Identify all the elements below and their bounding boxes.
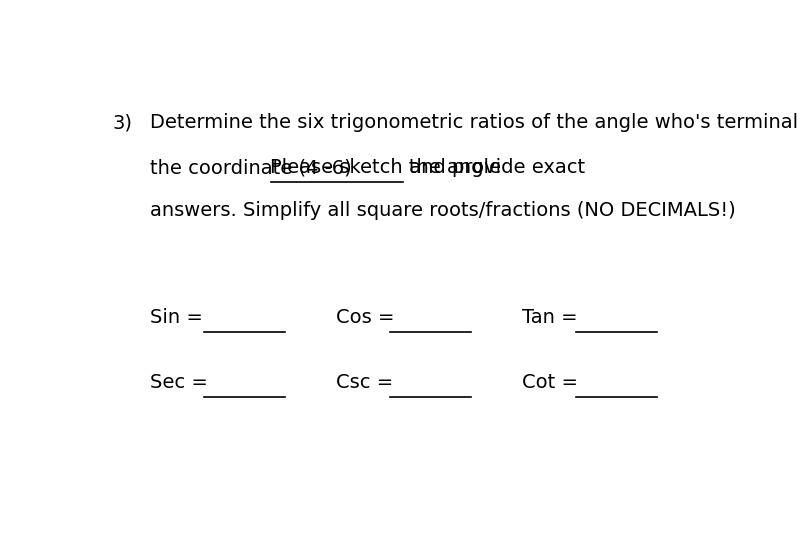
Text: Determine the six trigonometric ratios of the angle who's terminal point is at: Determine the six trigonometric ratios o… xyxy=(150,113,800,132)
Text: Please sketch the angle: Please sketch the angle xyxy=(270,158,502,177)
Text: Cot =: Cot = xyxy=(522,373,578,392)
Text: Cos =: Cos = xyxy=(336,308,394,327)
Text: and provide exact: and provide exact xyxy=(402,158,585,177)
Text: the coordinate (4 -6): the coordinate (4 -6) xyxy=(150,158,376,177)
Text: Tan =: Tan = xyxy=(522,308,578,327)
Text: Csc =: Csc = xyxy=(336,373,393,392)
Text: answers. Simplify all square roots/fractions (NO DECIMALS!): answers. Simplify all square roots/fract… xyxy=(150,201,735,221)
Text: Sec =: Sec = xyxy=(150,373,207,392)
Text: 3): 3) xyxy=(112,113,133,132)
Text: Sin =: Sin = xyxy=(150,308,202,327)
